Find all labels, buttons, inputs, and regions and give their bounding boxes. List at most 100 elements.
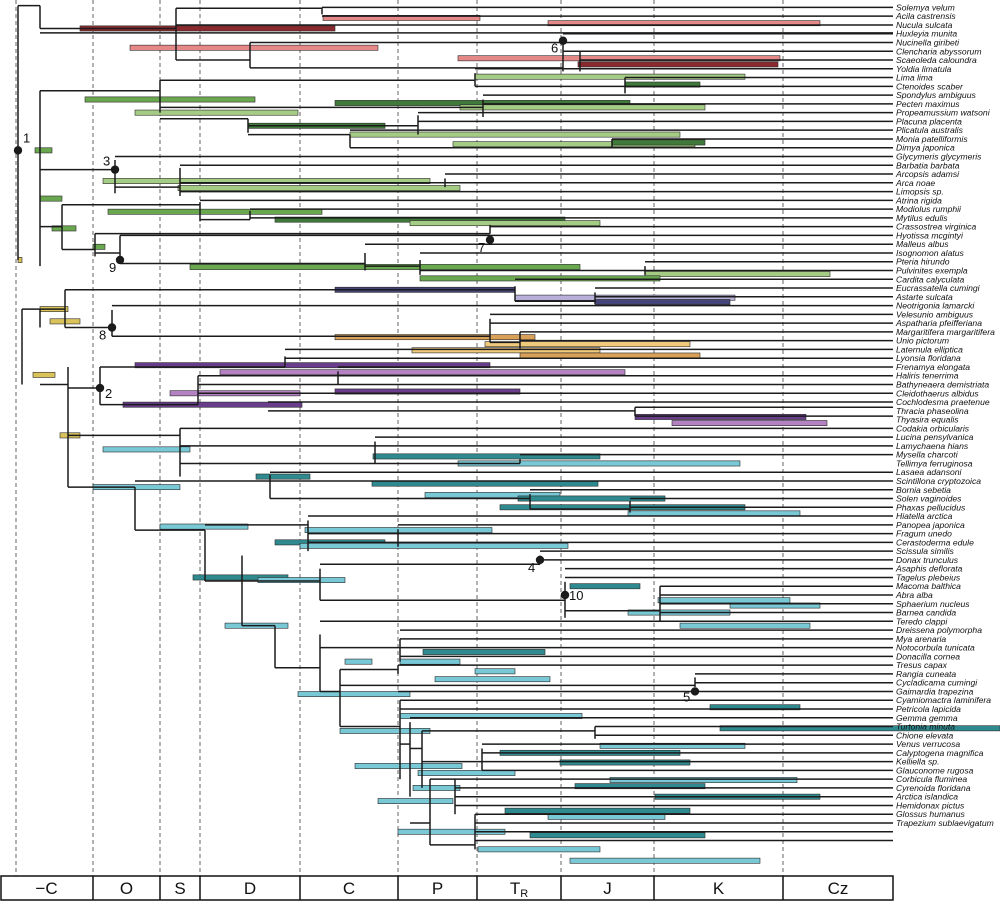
divergence-bar bbox=[107, 208, 323, 215]
taxon-label: Kelliella sp. bbox=[896, 757, 939, 767]
taxon-label: Hemidonax pictus bbox=[896, 800, 965, 810]
node-marker bbox=[690, 687, 700, 696]
divergence-bar bbox=[434, 676, 551, 683]
divergence-bar bbox=[377, 798, 454, 804]
node-number-label: 1 bbox=[23, 130, 30, 145]
divergence-bar bbox=[102, 446, 191, 453]
node-number-label: 4 bbox=[528, 560, 535, 575]
taxon-label: Pteria hirundo bbox=[896, 257, 950, 267]
taxon-label: Panopea japonica bbox=[896, 520, 965, 530]
taxon-label: Teredo clappi bbox=[896, 616, 948, 626]
divergence-bar bbox=[627, 510, 801, 517]
period-label: P bbox=[432, 879, 443, 898]
divergence-bar bbox=[409, 220, 601, 227]
divergence-bar bbox=[547, 20, 821, 27]
node-marker bbox=[107, 323, 117, 332]
taxon-label: Spondylus ambiguus bbox=[896, 90, 976, 100]
divergence-bar bbox=[299, 542, 569, 549]
node-number-label: 5 bbox=[683, 689, 690, 704]
divergence-bar bbox=[729, 602, 821, 609]
divergence-bar bbox=[574, 783, 706, 790]
taxon-label: Lucina pensylvanica bbox=[896, 432, 974, 442]
taxon-label: Propeamussium watsoni bbox=[896, 108, 991, 118]
taxon-label: Arcopsis adamsi bbox=[895, 169, 960, 179]
taxon-label: Trapezium sublaevigatum bbox=[896, 818, 994, 828]
taxon-label: Placuna placenta bbox=[896, 116, 962, 126]
taxon-label: Tellimya ferruginosa bbox=[896, 458, 973, 468]
divergence-bar bbox=[411, 347, 601, 354]
taxon-label: Mytilus edulis bbox=[896, 213, 948, 223]
taxon-label: Isognomon alatus bbox=[896, 248, 965, 258]
divergence-bar bbox=[39, 195, 63, 202]
divergence-bar bbox=[219, 369, 626, 376]
taxon-label: Huxleyia munita bbox=[896, 29, 957, 39]
taxon-label: Ctenoides scaber bbox=[896, 81, 964, 91]
taxon-label: Scintillona cryptozoica bbox=[896, 476, 981, 486]
divergence-bar bbox=[484, 341, 691, 348]
taxon-label: Fragum unedo bbox=[896, 529, 952, 539]
divergence-bar bbox=[679, 622, 811, 629]
divergence-bar bbox=[84, 96, 256, 103]
divergence-bar bbox=[32, 371, 56, 378]
period-label: −C bbox=[35, 879, 57, 898]
divergence-bar bbox=[134, 362, 491, 369]
taxon-label: Donacilla cornea bbox=[896, 651, 960, 661]
divergence-bar bbox=[419, 275, 661, 282]
period-strip bbox=[0, 875, 894, 901]
node-number-label: 8 bbox=[99, 328, 106, 343]
taxon-label: Bathyneaera demistriata bbox=[896, 380, 989, 390]
taxon-label: Acila castrensis bbox=[895, 11, 956, 21]
divergence-bar bbox=[189, 264, 581, 270]
taxon-label: Abra alba bbox=[895, 590, 933, 600]
divergence-bar bbox=[477, 846, 601, 853]
taxon-label: Dreissena polymorpha bbox=[896, 625, 982, 635]
divergence-bar bbox=[334, 334, 536, 341]
taxon-label: Malleus albus bbox=[896, 239, 949, 249]
taxon-label: Pecten maximus bbox=[896, 99, 960, 109]
taxon-label: Frenamya elongata bbox=[896, 362, 970, 372]
divergence-bar bbox=[529, 832, 706, 839]
taxon-label: Scaeoleda caloundra bbox=[896, 55, 977, 65]
taxon-label: Monia patelliformis bbox=[896, 134, 968, 144]
taxon-label: Cyamiomactra laminifera bbox=[896, 695, 991, 705]
taxon-label: Clencharia abyssorum bbox=[896, 46, 982, 56]
taxon-label: Glycymeris glycymeris bbox=[896, 151, 982, 161]
divergence-bar bbox=[129, 44, 379, 51]
taxon-label: Lyonsia floridana bbox=[896, 353, 961, 363]
taxon-label: Thyasira equalis bbox=[896, 415, 959, 425]
divergence-bar bbox=[719, 725, 1000, 732]
period-label: K bbox=[713, 879, 725, 898]
node-marker bbox=[115, 255, 125, 265]
taxon-label: Dimya japonica bbox=[896, 143, 955, 153]
taxon-label: Hiatella arctica bbox=[896, 511, 953, 521]
divergence-bar bbox=[92, 243, 106, 250]
divergence-bar bbox=[569, 583, 641, 590]
taxon-label: Cochlodesma praetenue bbox=[896, 397, 990, 407]
divergence-bar bbox=[102, 178, 431, 184]
taxon-label: Notocorbula tunicata bbox=[896, 643, 975, 653]
node-number-label: 7 bbox=[478, 240, 485, 255]
divergence-bar bbox=[569, 857, 761, 864]
divergence-bar bbox=[459, 104, 706, 111]
divergence-bar bbox=[634, 414, 807, 420]
period-label: S bbox=[174, 879, 185, 898]
taxon-label: Astarte sulcata bbox=[895, 292, 953, 302]
divergence-bar bbox=[255, 473, 311, 480]
divergence-bar bbox=[424, 492, 561, 498]
taxon-label: Lasaea adansoni bbox=[896, 467, 963, 477]
divergence-bar bbox=[297, 691, 411, 697]
period-label: C bbox=[343, 879, 355, 898]
taxon-label: Unio pictorum bbox=[896, 336, 949, 346]
taxon-label: Nucula sulcata bbox=[896, 20, 953, 30]
divergence-bar bbox=[344, 658, 373, 665]
node-marker bbox=[110, 165, 120, 174]
divergence-bar bbox=[671, 420, 828, 426]
taxon-label: Nucinella giribeti bbox=[896, 37, 960, 47]
taxon-label: Laternula elliptica bbox=[896, 344, 963, 354]
taxon-label: Velesunio ambiguus bbox=[896, 309, 974, 319]
node-number-label: 10 bbox=[569, 588, 583, 603]
divergence-bar bbox=[399, 658, 461, 665]
taxon-label: Solen vaginoides bbox=[896, 494, 962, 504]
divergence-bar bbox=[504, 807, 691, 814]
